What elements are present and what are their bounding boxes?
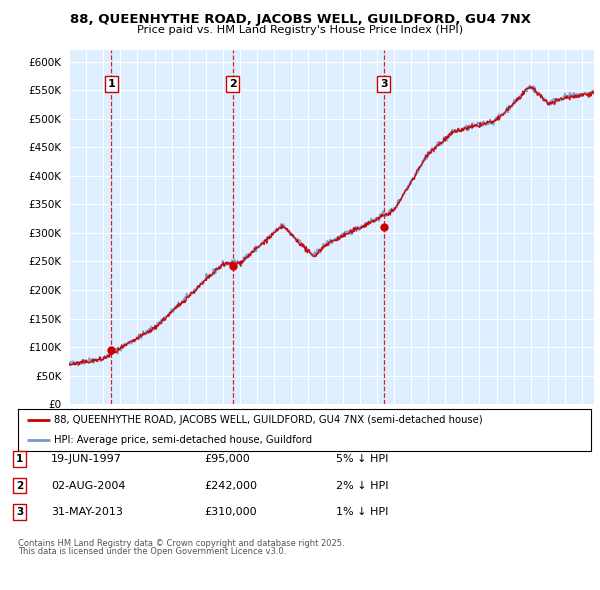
Text: 3: 3: [16, 507, 23, 517]
Text: Contains HM Land Registry data © Crown copyright and database right 2025.: Contains HM Land Registry data © Crown c…: [18, 539, 344, 548]
Text: 1: 1: [107, 79, 115, 88]
Text: £95,000: £95,000: [204, 454, 250, 464]
Text: 5% ↓ HPI: 5% ↓ HPI: [336, 454, 388, 464]
Text: 02-AUG-2004: 02-AUG-2004: [51, 481, 125, 490]
Text: £310,000: £310,000: [204, 507, 257, 517]
Text: This data is licensed under the Open Government Licence v3.0.: This data is licensed under the Open Gov…: [18, 547, 286, 556]
Text: 2: 2: [229, 79, 237, 88]
Text: 2% ↓ HPI: 2% ↓ HPI: [336, 481, 389, 490]
Text: 3: 3: [380, 79, 388, 88]
Text: 19-JUN-1997: 19-JUN-1997: [51, 454, 122, 464]
Text: 88, QUEENHYTHE ROAD, JACOBS WELL, GUILDFORD, GU4 7NX (semi-detached house): 88, QUEENHYTHE ROAD, JACOBS WELL, GUILDF…: [54, 415, 483, 425]
Text: £242,000: £242,000: [204, 481, 257, 490]
Text: 88, QUEENHYTHE ROAD, JACOBS WELL, GUILDFORD, GU4 7NX: 88, QUEENHYTHE ROAD, JACOBS WELL, GUILDF…: [70, 13, 530, 26]
Text: HPI: Average price, semi-detached house, Guildford: HPI: Average price, semi-detached house,…: [54, 435, 312, 445]
Text: 31-MAY-2013: 31-MAY-2013: [51, 507, 123, 517]
Text: 1: 1: [16, 454, 23, 464]
Text: 2: 2: [16, 481, 23, 490]
Text: Price paid vs. HM Land Registry's House Price Index (HPI): Price paid vs. HM Land Registry's House …: [137, 25, 463, 35]
Text: 1% ↓ HPI: 1% ↓ HPI: [336, 507, 388, 517]
